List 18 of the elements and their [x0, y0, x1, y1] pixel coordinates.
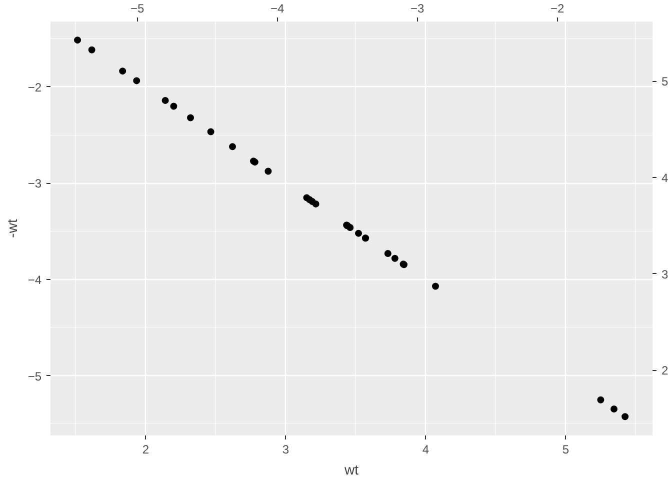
y-axis-title: -wt — [4, 219, 20, 238]
y-tick-label: −2 — [28, 80, 42, 94]
x-tick-label: 5 — [562, 442, 570, 456]
x2-tick-label: −3 — [410, 2, 424, 16]
y2-tick-label: 2 — [662, 364, 668, 378]
y-tick-label: −4 — [28, 273, 42, 288]
y2-tick-label: 4 — [662, 170, 668, 185]
x2-tick-label: −4 — [270, 2, 284, 16]
y-tick-label: −3 — [28, 176, 42, 191]
y-tick-label: −5 — [28, 369, 42, 384]
x-tick-label: 2 — [142, 442, 150, 456]
x-axis-title: wt — [344, 462, 359, 478]
x-tick-label: 4 — [422, 442, 430, 456]
x2-tick-label: −5 — [130, 2, 144, 16]
y2-tick-label: 5 — [662, 74, 668, 89]
x2-tick-label: −2 — [550, 2, 564, 16]
x-tick-label: 3 — [282, 442, 290, 456]
y2-tick-label: 3 — [662, 267, 668, 282]
